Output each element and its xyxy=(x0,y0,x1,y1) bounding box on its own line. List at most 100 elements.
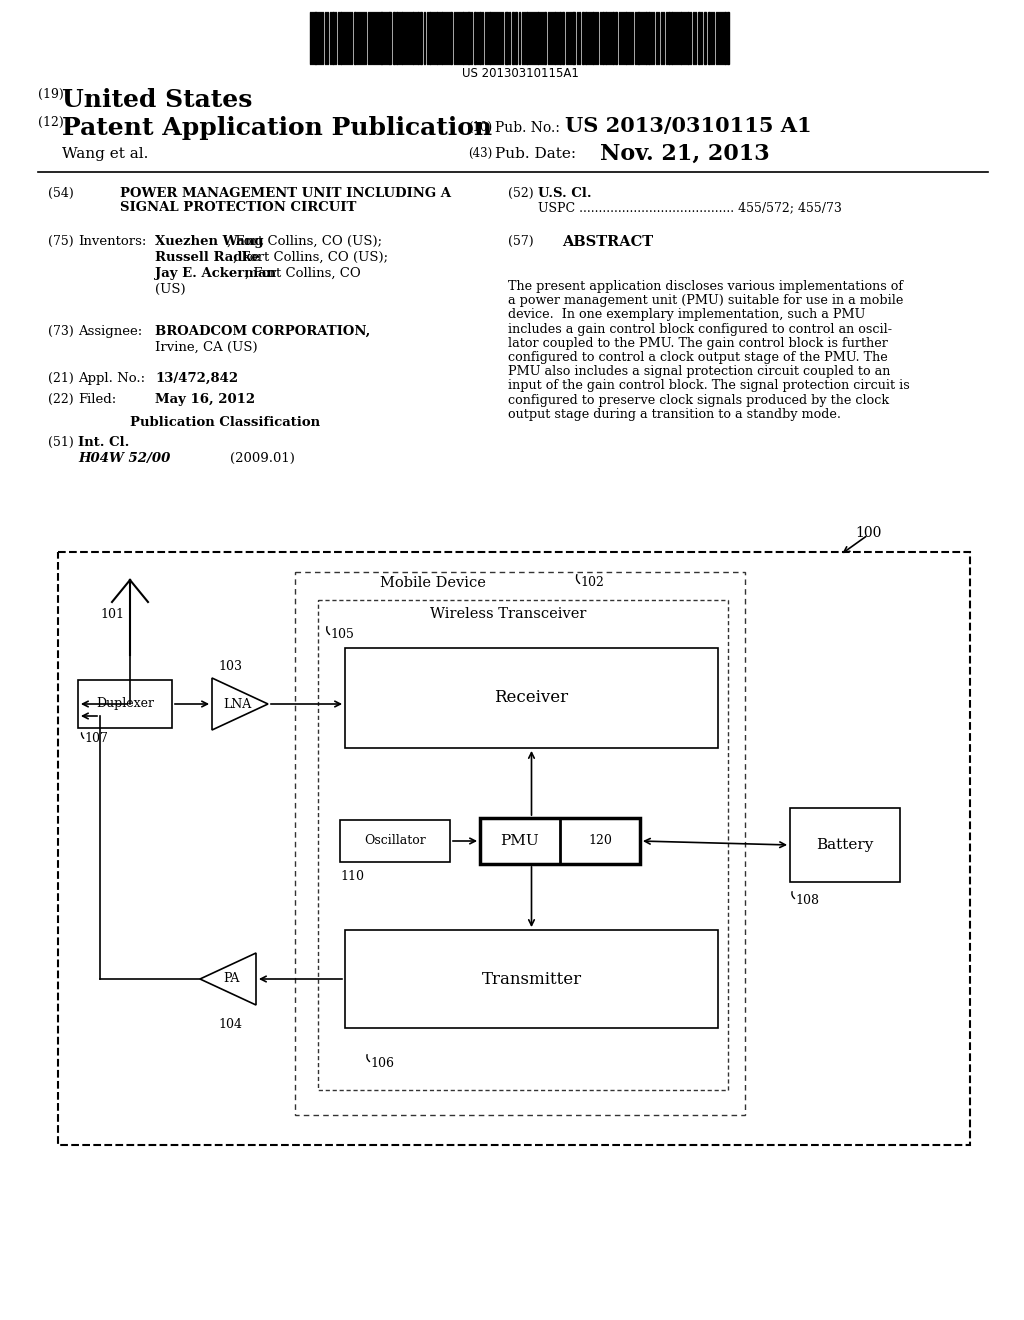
Bar xyxy=(354,12,356,63)
Bar xyxy=(544,12,546,63)
Text: Wireless Transceiver: Wireless Transceiver xyxy=(430,607,587,620)
Text: Int. Cl.: Int. Cl. xyxy=(78,436,129,449)
Text: 100: 100 xyxy=(855,525,882,540)
Text: (19): (19) xyxy=(38,88,63,102)
Bar xyxy=(562,12,564,63)
Bar xyxy=(680,12,682,63)
Text: US 20130310115A1: US 20130310115A1 xyxy=(462,67,579,81)
Bar xyxy=(671,12,673,63)
Text: Filed:: Filed: xyxy=(78,393,117,407)
Bar xyxy=(467,12,470,63)
Bar xyxy=(698,12,700,63)
Bar xyxy=(479,12,481,63)
Bar xyxy=(615,12,617,63)
Text: Duplexer: Duplexer xyxy=(96,697,154,710)
Text: The present application discloses various implementations of: The present application discloses variou… xyxy=(508,280,903,293)
Text: 107: 107 xyxy=(84,733,108,744)
Bar xyxy=(708,12,710,63)
Text: input of the gain control block. The signal protection circuit is: input of the gain control block. The sig… xyxy=(508,379,909,392)
Text: 101: 101 xyxy=(100,609,124,620)
Text: Battery: Battery xyxy=(816,838,873,851)
Text: PMU also includes a signal protection circuit coupled to an: PMU also includes a signal protection ci… xyxy=(508,366,891,379)
Bar xyxy=(705,12,706,63)
Polygon shape xyxy=(212,678,268,730)
Text: POWER MANAGEMENT UNIT INCLUDING A: POWER MANAGEMENT UNIT INCLUDING A xyxy=(120,187,451,201)
Bar xyxy=(429,12,431,63)
Bar xyxy=(58,552,970,1144)
Bar xyxy=(554,12,556,63)
Text: U.S. Cl.: U.S. Cl. xyxy=(538,187,592,201)
Bar xyxy=(572,12,575,63)
Text: Patent Application Publication: Patent Application Publication xyxy=(62,116,493,140)
Text: Pub. No.:: Pub. No.: xyxy=(495,121,560,135)
Text: (2009.01): (2009.01) xyxy=(230,451,295,465)
Text: (52): (52) xyxy=(508,187,534,201)
Text: 106: 106 xyxy=(370,1057,394,1071)
Bar xyxy=(340,820,450,862)
Bar xyxy=(462,12,464,63)
Text: Publication Classification: Publication Classification xyxy=(130,416,321,429)
Text: 108: 108 xyxy=(795,894,819,907)
Text: USPC ........................................ 455/572; 455/73: USPC ...................................… xyxy=(538,201,842,214)
Text: 110: 110 xyxy=(340,870,364,883)
Bar xyxy=(436,12,438,63)
Bar xyxy=(480,818,640,865)
Bar xyxy=(412,12,414,63)
Bar xyxy=(417,12,419,63)
Bar xyxy=(505,12,508,63)
Bar xyxy=(314,12,317,63)
Polygon shape xyxy=(200,953,256,1005)
Text: SIGNAL PROTECTION CIRCUIT: SIGNAL PROTECTION CIRCUIT xyxy=(120,201,356,214)
Text: , Fort Collins, CO: , Fort Collins, CO xyxy=(245,267,360,280)
Bar xyxy=(585,12,587,63)
Text: Nov. 21, 2013: Nov. 21, 2013 xyxy=(600,143,770,165)
Text: configured to preserve clock signals produced by the clock: configured to preserve clock signals pro… xyxy=(508,393,889,407)
Bar xyxy=(401,12,403,63)
Text: Mobile Device: Mobile Device xyxy=(380,576,485,590)
Bar xyxy=(559,12,561,63)
Text: 102: 102 xyxy=(580,576,604,589)
Text: PA: PA xyxy=(223,973,240,986)
Bar xyxy=(78,680,172,729)
Text: , Fort Collins, CO (US);: , Fort Collins, CO (US); xyxy=(233,251,388,264)
Text: (57): (57) xyxy=(508,235,534,248)
Bar xyxy=(592,12,594,63)
Text: (75): (75) xyxy=(48,235,74,248)
Bar xyxy=(602,12,604,63)
Text: 120: 120 xyxy=(588,834,612,847)
Text: Receiver: Receiver xyxy=(495,689,568,706)
Bar xyxy=(340,12,342,63)
Text: Xuezhen Wang: Xuezhen Wang xyxy=(155,235,263,248)
Text: (51): (51) xyxy=(48,436,74,449)
Text: includes a gain control block configured to control an oscil-: includes a gain control block configured… xyxy=(508,322,892,335)
Text: Wang et al.: Wang et al. xyxy=(62,147,148,161)
Text: LNA: LNA xyxy=(223,697,251,710)
Bar xyxy=(474,12,476,63)
Text: lator coupled to the PMU. The gain control block is further: lator coupled to the PMU. The gain contr… xyxy=(508,337,888,350)
Text: 13/472,842: 13/472,842 xyxy=(155,372,239,385)
Bar xyxy=(295,572,745,1115)
Bar xyxy=(648,12,650,63)
Bar xyxy=(724,12,726,63)
Bar xyxy=(450,12,452,63)
Bar xyxy=(612,12,614,63)
Bar xyxy=(625,12,627,63)
Text: (43): (43) xyxy=(468,147,493,160)
Text: 104: 104 xyxy=(218,1018,242,1031)
Text: PMU: PMU xyxy=(501,834,540,847)
Text: output stage during a transition to a standby mode.: output stage during a transition to a st… xyxy=(508,408,841,421)
Text: (US): (US) xyxy=(155,282,185,296)
Text: (12): (12) xyxy=(38,116,63,129)
Bar xyxy=(332,12,334,63)
Text: Jay E. Ackerman: Jay E. Ackerman xyxy=(155,267,276,280)
Text: 103: 103 xyxy=(218,660,242,673)
Text: Oscillator: Oscillator xyxy=(365,834,426,847)
Bar xyxy=(318,601,728,1090)
Text: Transmitter: Transmitter xyxy=(481,970,582,987)
Bar xyxy=(526,12,528,63)
Bar xyxy=(645,12,647,63)
Text: , Fort Collins, CO (US);: , Fort Collins, CO (US); xyxy=(227,235,382,248)
Bar xyxy=(393,12,395,63)
Bar xyxy=(668,12,670,63)
Text: 105: 105 xyxy=(330,628,354,642)
